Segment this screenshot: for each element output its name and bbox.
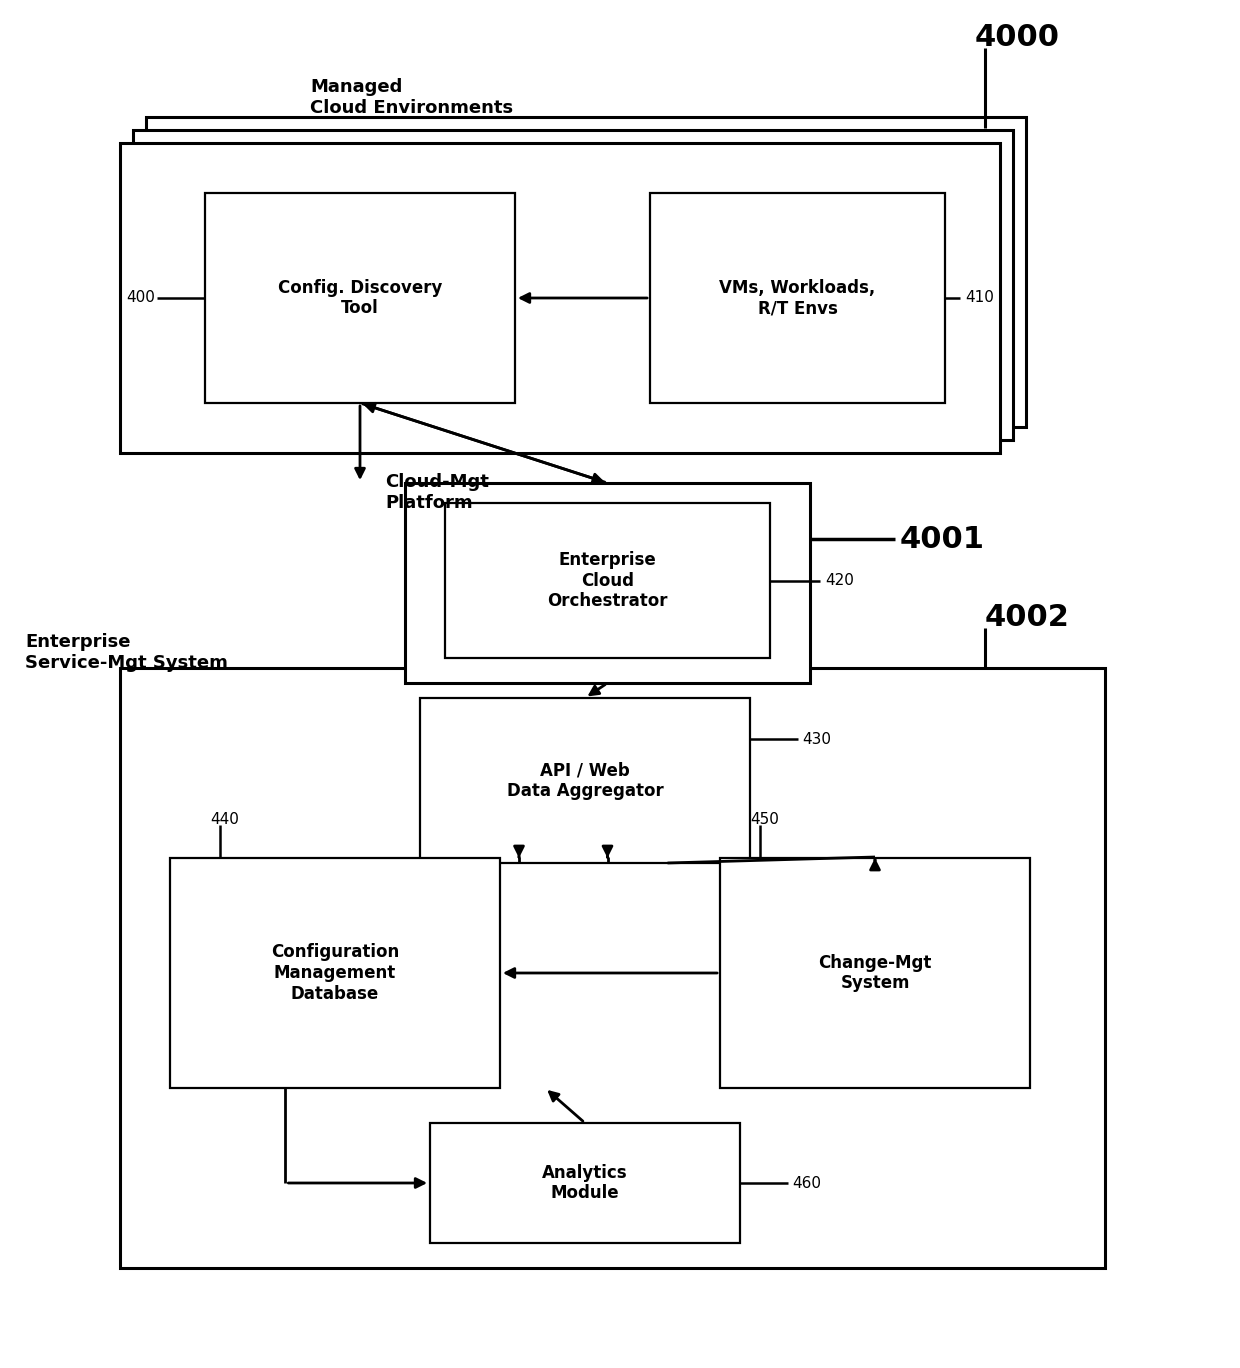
Text: 460: 460 <box>792 1175 821 1190</box>
Text: 4002: 4002 <box>985 603 1070 632</box>
Text: 450: 450 <box>750 813 779 828</box>
Bar <box>205 193 515 404</box>
Bar <box>120 144 999 453</box>
Text: VMs, Workloads,
R/T Envs: VMs, Workloads, R/T Envs <box>719 279 875 317</box>
Text: 4001: 4001 <box>900 524 985 554</box>
Text: Managed
Cloud Environments: Managed Cloud Environments <box>310 78 513 116</box>
Bar <box>720 858 1030 1088</box>
Text: 430: 430 <box>802 732 831 747</box>
Bar <box>650 193 945 404</box>
Text: Enterprise
Service-Mgt System: Enterprise Service-Mgt System <box>25 633 228 672</box>
Bar <box>170 858 500 1088</box>
Text: 4000: 4000 <box>975 23 1060 52</box>
Text: Cloud-Mgt
Platform: Cloud-Mgt Platform <box>384 473 489 512</box>
Text: 420: 420 <box>825 573 854 588</box>
Text: 410: 410 <box>965 290 994 305</box>
Text: Config. Discovery
Tool: Config. Discovery Tool <box>278 279 443 317</box>
Bar <box>445 503 770 658</box>
Text: 400: 400 <box>126 290 155 305</box>
Bar <box>133 130 1013 440</box>
Bar <box>405 483 810 683</box>
Bar <box>430 1123 740 1244</box>
Text: Configuration
Management
Database: Configuration Management Database <box>270 943 399 1003</box>
Text: 440: 440 <box>210 813 239 828</box>
Text: Analytics
Module: Analytics Module <box>542 1164 627 1202</box>
Bar <box>420 698 750 863</box>
Bar <box>120 668 1105 1268</box>
Text: API / Web
Data Aggregator: API / Web Data Aggregator <box>507 761 663 800</box>
Bar <box>146 118 1025 427</box>
Text: Change-Mgt
System: Change-Mgt System <box>818 953 931 992</box>
Text: Enterprise
Cloud
Orchestrator: Enterprise Cloud Orchestrator <box>547 551 668 610</box>
